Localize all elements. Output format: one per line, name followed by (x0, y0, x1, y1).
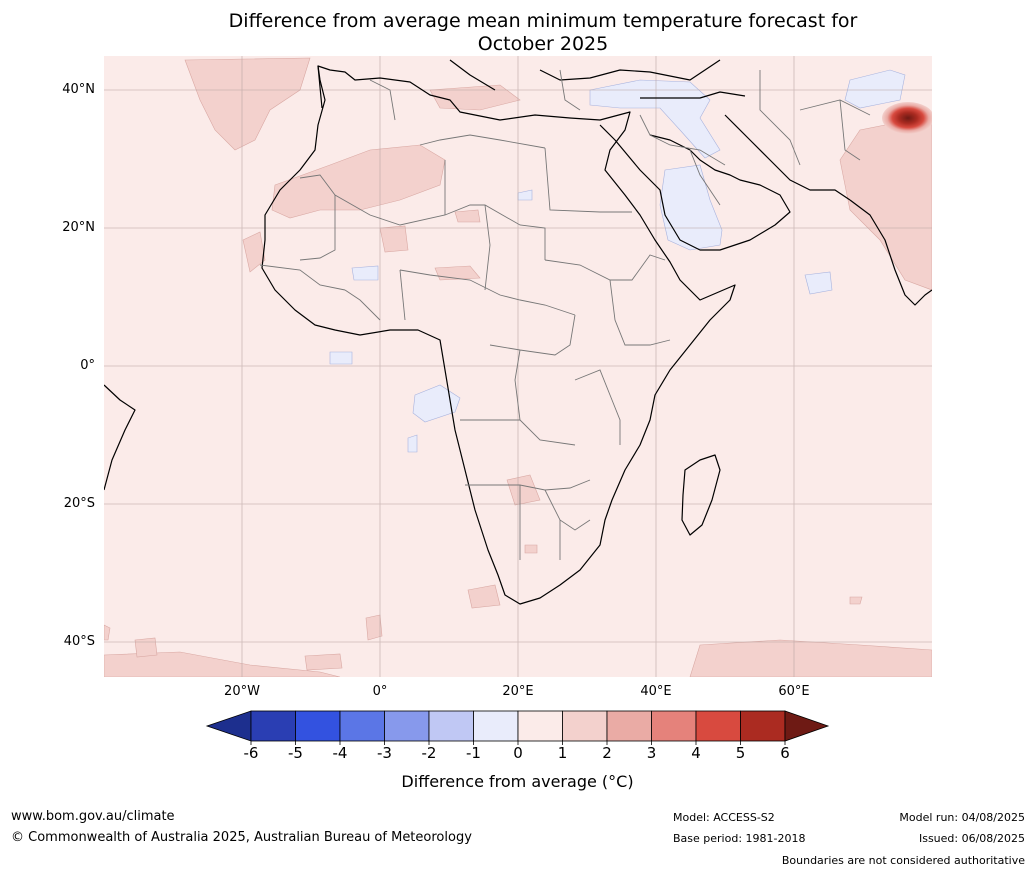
country-borders (259, 69, 871, 560)
colorbar-bin (517, 710, 563, 742)
colorbar-bin (651, 710, 697, 742)
colorbar-tick-label: -5 (288, 744, 303, 762)
lon-label-60e: 60°E (778, 684, 810, 699)
colorbar-bin (339, 710, 385, 742)
lat-label-40s: 40°S (63, 634, 95, 649)
lat-label-0: 0° (80, 358, 95, 373)
colorbar-extend-high (784, 710, 830, 742)
colorbar-tick-label: -3 (377, 744, 392, 762)
footer-model-run: Model run: 04/08/2025 (899, 811, 1025, 824)
colorbar-tick-label: 5 (735, 744, 746, 762)
footer-copyright: © Commonwealth of Australia 2025, Austra… (11, 830, 472, 845)
colorbar-tick-label: 3 (646, 744, 657, 762)
cool-anomaly-regions (329, 69, 906, 453)
title-line-2: October 2025 (477, 33, 609, 55)
colorbar-tick-label: -1 (466, 744, 481, 762)
colorbar-bin (428, 710, 474, 742)
lat-label-40n: 40°N (62, 82, 95, 97)
lat-label-20s: 20°S (63, 496, 95, 511)
colorbar-label: Difference from average (°C) (401, 772, 634, 791)
colorbar-extend-low (205, 710, 252, 742)
colorbar-bin (606, 710, 652, 742)
colorbar-tick-label: 2 (602, 744, 612, 762)
hotspot-anomaly (882, 102, 932, 134)
colorbar-bin (740, 710, 786, 742)
colorbar-tick-label: 0 (513, 744, 523, 762)
colorbar-bin (250, 710, 296, 742)
colorbar-tick-label: 1 (557, 744, 568, 762)
colorbar-bin (295, 710, 341, 742)
colorbar-tick-label: 6 (780, 744, 790, 762)
lon-label-20w: 20°W (224, 684, 260, 699)
lon-label-20e: 20°E (502, 684, 534, 699)
colorbar-tick-label: -2 (421, 744, 437, 762)
colorbar-bin (473, 710, 519, 742)
footer-issued: Issued: 06/08/2025 (918, 832, 1025, 845)
footer-disclaimer: Boundaries are not considered authoritat… (781, 854, 1025, 867)
lat-label-20n: 20°N (62, 220, 95, 235)
footer-url: www.bom.gov.au/climate (11, 809, 175, 824)
footer-base-period: Base period: 1981-2018 (673, 832, 806, 845)
graticule (104, 56, 932, 677)
colorbar-bin (695, 710, 741, 742)
lon-label-40e: 40°E (640, 684, 672, 699)
footer-model: Model: ACCESS-S2 (673, 811, 775, 824)
colorbar-bin (562, 710, 608, 742)
lon-label-0: 0° (372, 684, 388, 699)
colorbar-tick-label: 4 (691, 744, 701, 762)
colorbar-bin (384, 710, 430, 742)
title-line-1: Difference from average mean minimum tem… (228, 10, 858, 32)
colorbar-tick-label: -6 (243, 744, 259, 762)
colorbar-tick-label: -4 (332, 744, 348, 762)
coastlines (104, 59, 932, 605)
chart-title: Difference from average mean minimum tem… (0, 10, 1035, 56)
